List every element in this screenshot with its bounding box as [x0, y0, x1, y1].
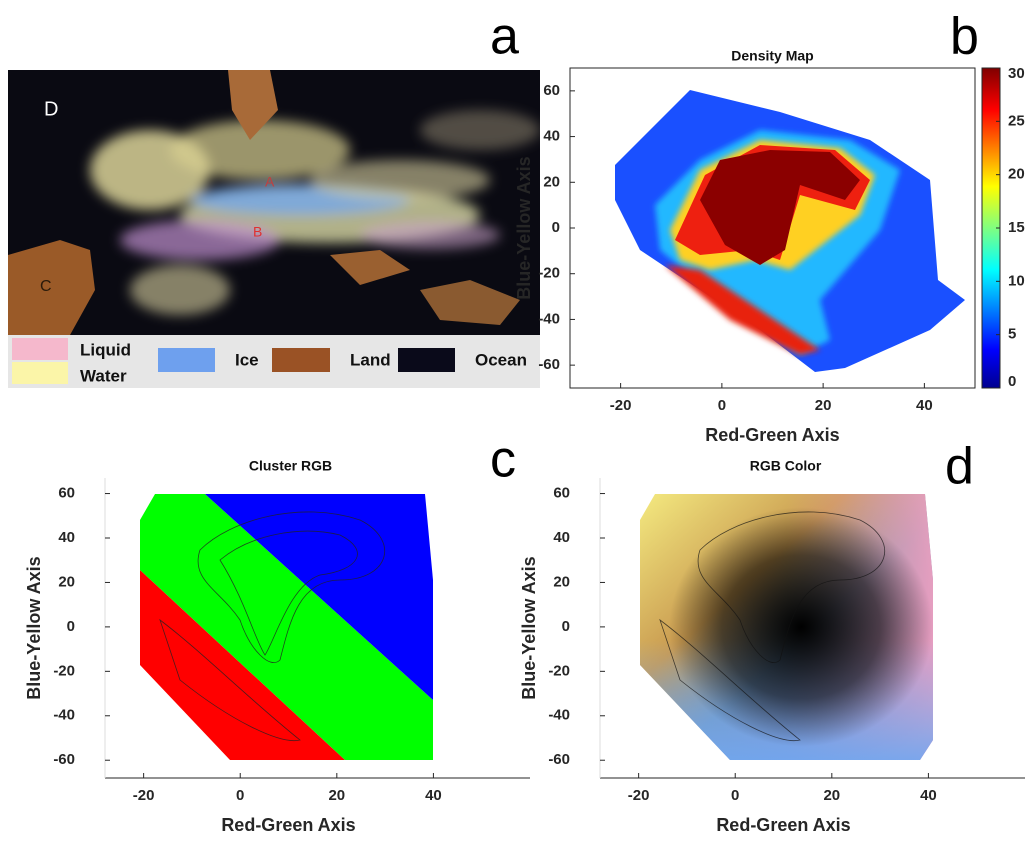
colorbar-tick-label: 15 [1008, 219, 1025, 236]
legend-label: Ocean [475, 350, 527, 369]
y-tick-label: -40 [548, 707, 570, 724]
colorbar-tick-label: 25 [1008, 112, 1025, 129]
y-axis-label: Blue-Yellow Axis [24, 556, 44, 699]
y-tick-label: 60 [553, 485, 570, 502]
y-tick-label: -20 [53, 662, 75, 679]
y-tick-label: -40 [53, 707, 75, 724]
legend-label: Ice [235, 350, 259, 369]
y-tick-label: -60 [538, 356, 560, 373]
x-tick-label: -20 [133, 787, 155, 804]
y-tick-label: -40 [538, 310, 560, 327]
y-tick-label: -20 [538, 265, 560, 282]
panel-label: d [945, 438, 974, 496]
y-tick-label: 20 [543, 173, 560, 190]
colorbar-tick-label: 30 [1008, 65, 1025, 82]
cluster-regions [140, 494, 433, 760]
colorbar-tick-label: 20 [1008, 166, 1025, 183]
y-tick-label: 60 [543, 82, 560, 99]
x-axis-label: Red-Green Axis [705, 425, 839, 445]
y-tick-label: 40 [543, 128, 560, 145]
panel-label: c [490, 431, 516, 489]
x-axis-label: Red-Green Axis [716, 815, 850, 835]
y-axis-label: Blue-Yellow Axis [519, 556, 539, 699]
x-tick-label: 20 [815, 397, 832, 414]
colorbar-tick-label: 10 [1008, 272, 1025, 289]
satellite-image: D A B C [8, 70, 540, 335]
region-label: D [44, 98, 58, 120]
density-field [615, 90, 965, 372]
rgb-field [640, 494, 933, 760]
x-tick-label: 40 [425, 787, 442, 804]
region-label: A [265, 174, 275, 190]
y-tick-label: 0 [552, 219, 560, 236]
x-tick-label: 0 [236, 787, 244, 804]
panel-label: a [490, 8, 519, 66]
legend-label: Land [350, 350, 391, 369]
chart-title: Density Map [731, 48, 813, 64]
y-axis-label: Blue-Yellow Axis [514, 156, 534, 299]
figure: D A B C Liquid Water Ice Land Ocean a -2… [0, 0, 1036, 841]
x-tick-label: 0 [731, 787, 739, 804]
x-tick-label: 40 [916, 397, 933, 414]
y-tick-label: 20 [553, 573, 570, 590]
y-tick-label: 20 [58, 573, 75, 590]
y-tick-label: 0 [562, 618, 570, 635]
y-tick-label: 40 [553, 529, 570, 546]
x-axis-label: Red-Green Axis [221, 815, 355, 835]
y-tick-label: 0 [67, 618, 75, 635]
chart-title: Cluster RGB [249, 458, 332, 474]
y-tick-label: -60 [548, 751, 570, 768]
y-tick-label: 40 [58, 529, 75, 546]
colorbar-tick-label: 0 [1008, 373, 1016, 390]
panel-label: b [950, 8, 979, 66]
colorbar-tick-label: 5 [1008, 326, 1016, 343]
y-tick-label: -20 [548, 662, 570, 679]
x-tick-label: 20 [328, 787, 345, 804]
chart-title: RGB Color [750, 458, 822, 474]
x-tick-label: 0 [718, 397, 726, 414]
x-tick-label: 40 [920, 787, 937, 804]
region-label: B [253, 224, 262, 240]
x-tick-label: -20 [610, 397, 632, 414]
legend: Liquid Water Ice Land Ocean [8, 335, 540, 388]
y-tick-label: -60 [53, 751, 75, 768]
x-tick-label: -20 [628, 787, 650, 804]
legend-label: Water [80, 366, 127, 385]
y-tick-label: 60 [58, 485, 75, 502]
region-label: C [40, 278, 52, 295]
legend-label: Liquid [80, 340, 131, 359]
x-tick-label: 20 [823, 787, 840, 804]
